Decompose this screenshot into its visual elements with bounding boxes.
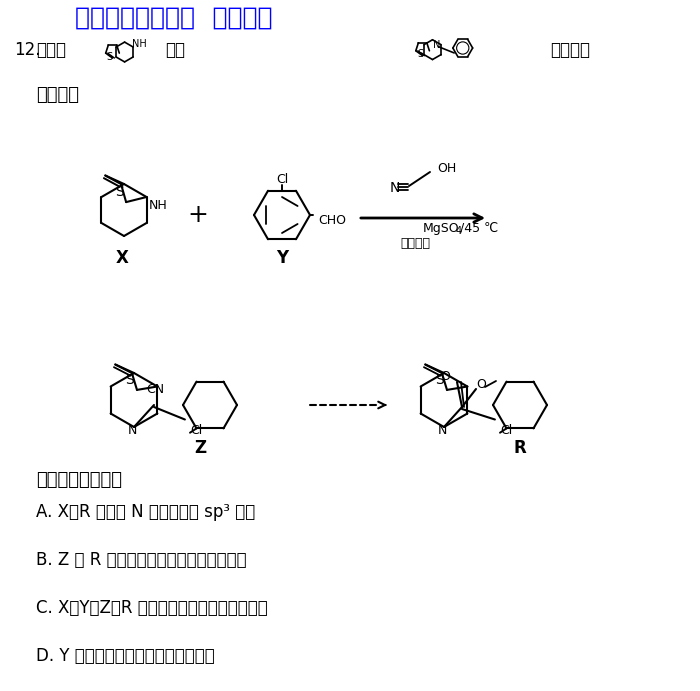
Text: 的流程如: 的流程如 bbox=[550, 41, 590, 59]
Text: 图所示：: 图所示： bbox=[36, 86, 79, 104]
Text: S: S bbox=[106, 52, 113, 62]
Text: CN: CN bbox=[146, 383, 164, 395]
Text: Cl: Cl bbox=[190, 424, 202, 437]
Text: 甲苯溶剂: 甲苯溶剂 bbox=[400, 236, 430, 249]
Text: MgSO: MgSO bbox=[423, 222, 460, 234]
Text: N: N bbox=[390, 181, 400, 195]
Text: A. X、R 分子中 N 原子均采取 sp³ 杂化: A. X、R 分子中 N 原子均采取 sp³ 杂化 bbox=[36, 503, 256, 521]
Text: S: S bbox=[435, 373, 444, 387]
Text: +: + bbox=[188, 203, 209, 227]
Text: 微信公众号关注：  趣找答案: 微信公众号关注： 趣找答案 bbox=[75, 6, 272, 30]
Text: S: S bbox=[417, 48, 424, 59]
Text: O: O bbox=[476, 377, 486, 390]
Text: Cl: Cl bbox=[500, 424, 512, 437]
Text: B. Z 和 R 分子中均只含有一个手性碳原子: B. Z 和 R 分子中均只含有一个手性碳原子 bbox=[36, 551, 246, 569]
Text: N: N bbox=[438, 424, 447, 437]
Text: NH: NH bbox=[132, 39, 146, 48]
Text: /45 ℃: /45 ℃ bbox=[460, 222, 498, 234]
Text: 12.: 12. bbox=[14, 41, 41, 59]
Text: OH: OH bbox=[437, 162, 456, 175]
Text: R: R bbox=[514, 439, 526, 457]
Text: 制备: 制备 bbox=[165, 41, 185, 59]
Text: O: O bbox=[440, 370, 450, 383]
Text: D. Y 分子中所有原子可能在同一平面: D. Y 分子中所有原子可能在同一平面 bbox=[36, 647, 215, 665]
Text: Cl: Cl bbox=[276, 173, 288, 185]
Text: N: N bbox=[127, 424, 136, 437]
Text: NH: NH bbox=[148, 198, 167, 211]
Text: S: S bbox=[115, 185, 123, 199]
Text: S: S bbox=[125, 373, 134, 387]
Text: Y: Y bbox=[276, 249, 288, 267]
Text: 4: 4 bbox=[456, 226, 462, 236]
Text: Z: Z bbox=[194, 439, 206, 457]
Text: 下列说法错误的是: 下列说法错误的是 bbox=[36, 471, 122, 489]
Text: 一种由: 一种由 bbox=[36, 41, 66, 59]
Text: C. X、Y、Z、R 均含苯环且属于芳香族化合物: C. X、Y、Z、R 均含苯环且属于芳香族化合物 bbox=[36, 599, 267, 617]
Text: CHO: CHO bbox=[318, 214, 346, 227]
Text: X: X bbox=[116, 249, 128, 267]
Text: N: N bbox=[433, 39, 440, 50]
